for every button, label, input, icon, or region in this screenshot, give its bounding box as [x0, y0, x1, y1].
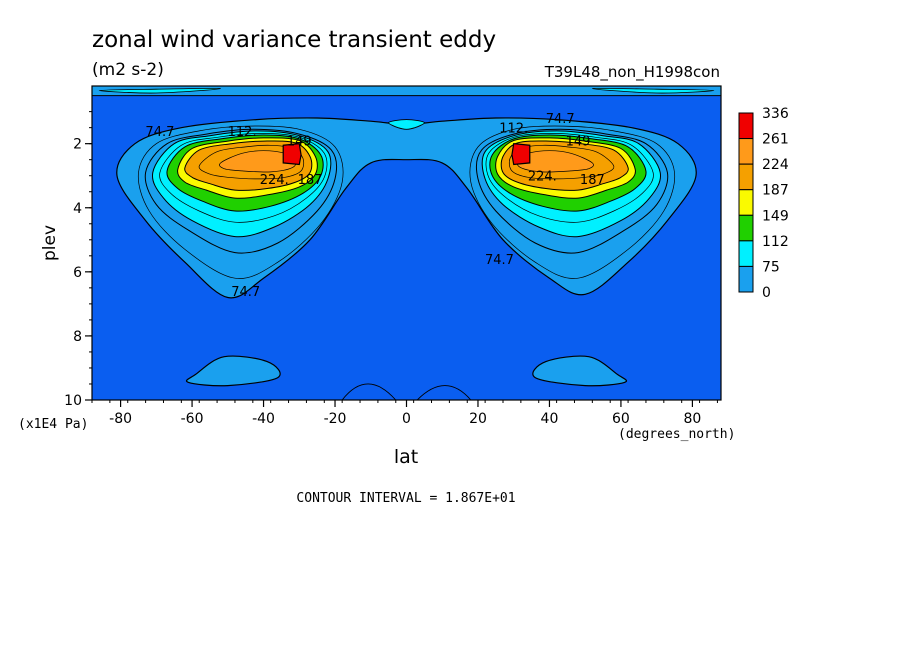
x-units: (degrees_north): [618, 427, 735, 442]
x-tick-label-2: -40: [252, 411, 275, 427]
top-band: [92, 86, 721, 96]
y-units: (x1E4 Pa): [18, 417, 88, 432]
y-tick-label-1: 4: [73, 201, 82, 217]
y-tick-label-3: 8: [73, 329, 82, 345]
colorbar-swatch-5: [738, 240, 754, 267]
x-tick-label-0: -80: [109, 411, 132, 427]
contour-label-11: 74.7: [485, 253, 514, 268]
contour-label-5: 74.7: [231, 285, 260, 300]
x-tick-label-6: 40: [541, 411, 559, 427]
contour-label-9: 224.: [528, 170, 557, 185]
plot-area: [92, 86, 721, 400]
contour-label-2: 149: [287, 134, 312, 149]
contour-label-6: 112.: [499, 122, 528, 137]
y-axis-label: plev: [40, 225, 60, 261]
colorbar-label-0: 336: [762, 106, 789, 122]
lower-thin-contours: [341, 383, 472, 400]
chart-subtitle: (m2 s-2): [92, 60, 164, 80]
chart-title: zonal wind variance transient eddy: [92, 27, 496, 53]
x-tick-label-8: 80: [683, 411, 701, 427]
x-tick-label-3: -20: [324, 411, 347, 427]
colorbar-swatch-0: [738, 112, 754, 140]
colorbar-label-6: 75: [762, 259, 780, 275]
x-tick-label-1: -60: [181, 411, 204, 427]
x-axis-label: lat: [394, 446, 418, 468]
lower-blob-south: [185, 355, 281, 387]
experiment-label: T39L48_non_H1998con: [544, 63, 720, 82]
colorbar-label-1: 261: [762, 132, 789, 148]
y-tick-label-2: 6: [73, 265, 82, 281]
jet-north-maximum: [511, 143, 531, 166]
contour-label-3: 224.: [260, 173, 289, 188]
colorbar-swatch-3: [738, 189, 754, 216]
x-tick-label-5: 20: [469, 411, 487, 427]
colorbar-label-3: 187: [762, 183, 789, 199]
x-tick-label-7: 60: [612, 411, 630, 427]
y-tick-label-0: 2: [73, 137, 82, 153]
colorbar: 336 261 224 187 149 112 75 0: [738, 106, 789, 301]
colorbar-swatch-1: [738, 138, 754, 165]
colorbar-swatch-6: [738, 265, 754, 293]
colorbar-label-2: 224: [762, 157, 789, 173]
top-band-inner-n: [591, 87, 715, 94]
equator-blob: [388, 119, 425, 130]
colorbar-label-4: 149: [762, 208, 789, 224]
colorbar-label-7: 0: [762, 285, 771, 301]
contour-label-4: 187: [298, 173, 323, 188]
colorbar-label-5: 112: [762, 234, 789, 250]
contour-label-10: 187: [580, 173, 605, 188]
contour-interval-note: CONTOUR INTERVAL = 1.867E+01: [296, 491, 515, 506]
x-tick-label-4: 0: [402, 411, 411, 427]
lower-blob-north: [532, 355, 628, 387]
contour-label-8: 149: [566, 134, 591, 149]
jet-south-maximum: [282, 143, 302, 166]
colorbar-swatch-4: [738, 214, 754, 242]
contour-label-0: 74.7: [145, 125, 174, 140]
contour-label-7: 74.7: [546, 112, 575, 127]
y-tick-label-4: 10: [64, 393, 82, 409]
top-band-inner-s: [98, 87, 222, 94]
colorbar-swatch-2: [738, 163, 754, 191]
contour-label-1: 112.: [228, 125, 257, 140]
